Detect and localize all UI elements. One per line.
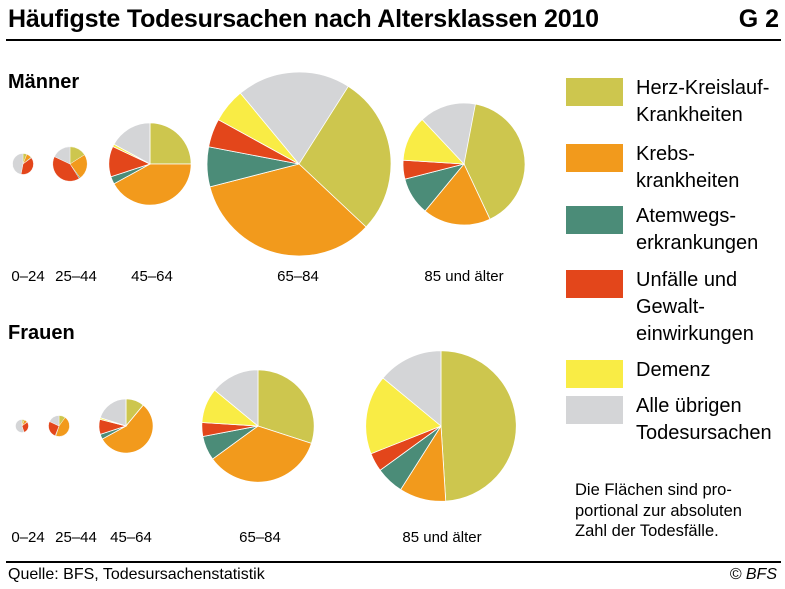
legend-label-accidents: Unfälle und Gewalt- einwirkungen bbox=[636, 269, 754, 345]
age-label-women-2: 45–64 bbox=[110, 529, 152, 546]
pie-slice-men-2-cardiovascular bbox=[149, 122, 192, 165]
legend-label-dementia: Demenz bbox=[636, 359, 711, 381]
pie-charts: 0–24 25–44 45–64 65–84 85 und älter 0–24 25–44… bbox=[11, 71, 526, 546]
pie-slice-men-3-cancer bbox=[209, 163, 367, 257]
legend-swatch-accidents bbox=[566, 270, 623, 298]
pie-slice-men-0-accidents bbox=[20, 157, 34, 175]
legend-swatch-other bbox=[566, 396, 623, 424]
chart-title: Häufigste Todesursachen nach Altersklass… bbox=[8, 5, 599, 33]
header-rule bbox=[6, 39, 781, 41]
pie-slice-women-1-cancer bbox=[55, 417, 70, 437]
age-label-men-4: 85 und älter bbox=[424, 268, 503, 285]
age-label-men-0: 0–24 bbox=[11, 268, 44, 285]
pie-slice-women-3-cancer bbox=[211, 425, 312, 483]
source-text: Quelle: BFS, Todesursachenstatistik bbox=[8, 566, 265, 583]
age-label-women-0: 0–24 bbox=[11, 529, 44, 546]
pie-slice-men-2-other bbox=[113, 122, 151, 165]
legend-swatch-cardiovascular bbox=[566, 78, 623, 106]
pie-slice-men-4-cardiovascular bbox=[463, 102, 526, 220]
section-label-women: Frauen bbox=[8, 322, 75, 344]
copyright-text: © BFS bbox=[729, 566, 777, 583]
area-note: Die Flächen sind pro- portional zur abso… bbox=[575, 481, 742, 540]
pie-slice-women-1-other bbox=[49, 415, 60, 427]
legend-label-other: Alle übrigen Todesursachen bbox=[636, 395, 772, 444]
pie-slice-women-0-other bbox=[15, 419, 25, 433]
pie-slice-men-4-cancer bbox=[424, 163, 491, 226]
legend-label-cardiovascular: Herz-Kreislauf- Krankheiten bbox=[636, 77, 770, 126]
pie-slice-women-3-other bbox=[214, 369, 259, 427]
age-label-women-1: 25–44 bbox=[55, 529, 97, 546]
pie-slice-men-3-other bbox=[239, 71, 349, 165]
footer-rule bbox=[6, 561, 781, 563]
pie-slice-men-1-accidents bbox=[52, 156, 80, 182]
pie-slice-women-4-dementia bbox=[365, 377, 442, 455]
age-label-men-1: 25–44 bbox=[55, 268, 97, 285]
legend-swatch-respiratory bbox=[566, 206, 623, 234]
legend-label-respiratory: Atemwegs- erkrankungen bbox=[636, 205, 759, 254]
pie-slice-women-4-other bbox=[382, 350, 442, 427]
pie-slice-women-2-other bbox=[99, 398, 127, 427]
age-label-women-4: 85 und älter bbox=[402, 529, 481, 546]
pie-slice-women-4-cardiovascular bbox=[440, 350, 517, 502]
pie-slice-men-0-other bbox=[12, 153, 24, 175]
legend-swatch-cancer bbox=[566, 144, 623, 172]
figure-code: G 2 bbox=[738, 5, 779, 33]
legend-label-cancer: Krebs- krankheiten bbox=[636, 143, 740, 192]
age-label-women-3: 65–84 bbox=[239, 529, 281, 546]
pie-slice-women-2-cancer bbox=[101, 404, 154, 454]
section-label-men: Männer bbox=[8, 71, 80, 93]
age-label-men-2: 45–64 bbox=[131, 268, 173, 285]
pie-slice-men-4-other bbox=[421, 102, 476, 165]
age-label-men-3: 65–84 bbox=[277, 268, 319, 285]
pie-slice-men-1-other bbox=[54, 146, 71, 165]
pie-slice-men-2-cancer bbox=[113, 163, 192, 206]
pie-slice-women-3-cardiovascular bbox=[257, 369, 315, 444]
legend-swatch-dementia bbox=[566, 360, 623, 388]
